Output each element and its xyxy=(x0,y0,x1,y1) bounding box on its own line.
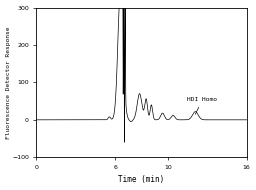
X-axis label: Time (min): Time (min) xyxy=(118,175,165,184)
Y-axis label: Fluorescence Detector Response: Fluorescence Detector Response xyxy=(6,26,10,139)
Text: HDI Homo: HDI Homo xyxy=(187,97,218,114)
